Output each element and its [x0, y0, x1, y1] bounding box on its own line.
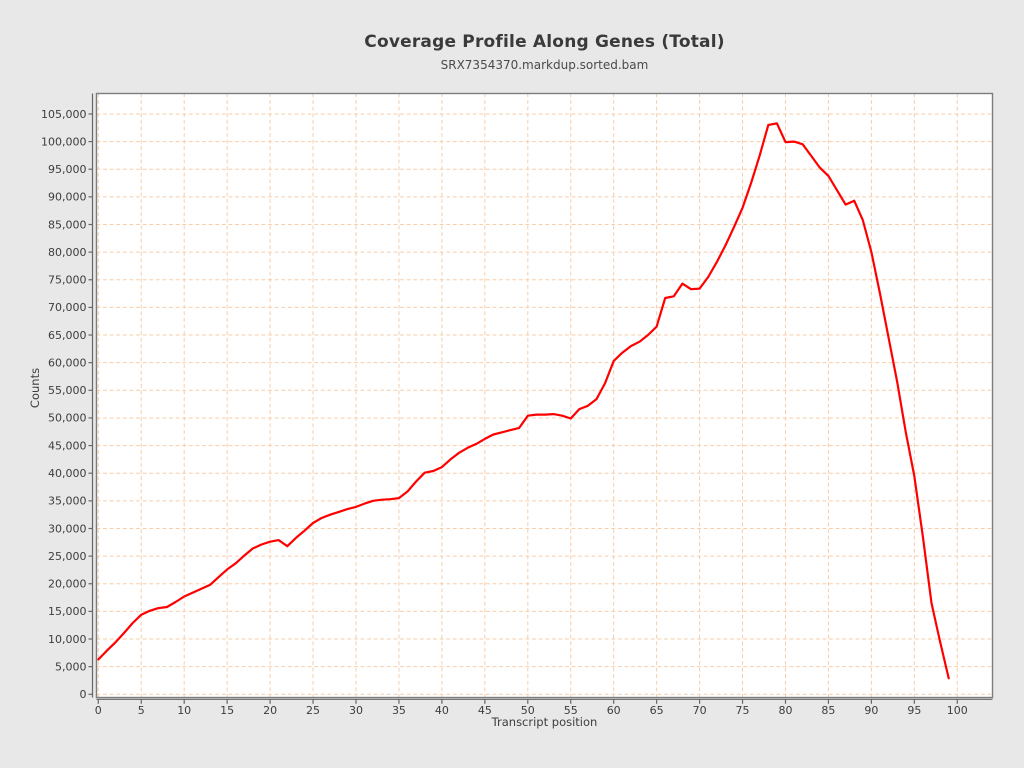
x-tick-label: 35: [392, 704, 406, 717]
x-tick-label: 100: [947, 704, 968, 717]
tick-labels: 0 5,000 10,000 15,000 20,000 25,000 30,000 35,0…: [41, 108, 968, 717]
x-tick-label: 60: [607, 704, 621, 717]
x-tick-label: 80: [778, 704, 792, 717]
x-tick-label: 5: [138, 704, 145, 717]
x-tick-label: 0: [95, 704, 102, 717]
chart-subtitle: SRX7354370.markdup.sorted.bam: [440, 58, 649, 72]
y-tick-label: 35,000: [48, 495, 87, 508]
y-tick-label: 10,000: [48, 633, 87, 646]
x-tick-label: 15: [220, 704, 234, 717]
x-tick-label: 65: [650, 704, 664, 717]
y-tick-label: 30,000: [48, 522, 87, 535]
y-tick-label: 25,000: [48, 550, 87, 563]
y-tick-label: 75,000: [48, 274, 87, 287]
y-tick-label: 40,000: [48, 467, 87, 480]
y-tick-label: 0: [80, 688, 87, 701]
plot-area: [96, 93, 993, 698]
y-tick-label: 15,000: [48, 605, 87, 618]
gridlines: [96, 93, 993, 698]
x-axis-title: Transcript position: [491, 715, 598, 729]
x-tick-label: 30: [349, 704, 363, 717]
plot-border: [95, 92, 994, 699]
x-tick-label: 95: [907, 704, 921, 717]
x-tick-label: 10: [177, 704, 191, 717]
x-tick-label: 90: [864, 704, 878, 717]
y-tick-label: 80,000: [48, 246, 87, 259]
x-tick-label: 20: [263, 704, 277, 717]
y-tick-label: 70,000: [48, 301, 87, 314]
chart-title: Coverage Profile Along Genes (Total): [364, 32, 725, 52]
y-tick-label: 55,000: [48, 384, 87, 397]
y-tick-label: 45,000: [48, 439, 87, 452]
y-tick-label: 105,000: [41, 108, 87, 121]
y-tick-label: 5,000: [55, 660, 87, 673]
x-tick-label: 40: [435, 704, 449, 717]
x-tick-label: 55: [564, 704, 578, 717]
y-tick-label: 100,000: [41, 135, 87, 148]
y-tick-label: 50,000: [48, 412, 87, 425]
coverage-line: [97, 122, 950, 680]
y-tick-label: 85,000: [48, 218, 87, 231]
x-tick-label: 75: [736, 704, 750, 717]
x-tick-label: 85: [821, 704, 835, 717]
x-tick-label: 70: [693, 704, 707, 717]
y-tick-label: 95,000: [48, 163, 87, 176]
axes: [88, 93, 993, 704]
x-tick-label: 25: [306, 704, 320, 717]
x-tick-label: 45: [478, 704, 492, 717]
y-tick-label: 65,000: [48, 329, 87, 342]
y-tick-label: 60,000: [48, 356, 87, 369]
y-axis-title: Counts: [28, 367, 42, 409]
y-tick-label: 90,000: [48, 191, 87, 204]
x-tick-label: 50: [521, 704, 535, 717]
y-tick-label: 20,000: [48, 578, 87, 591]
